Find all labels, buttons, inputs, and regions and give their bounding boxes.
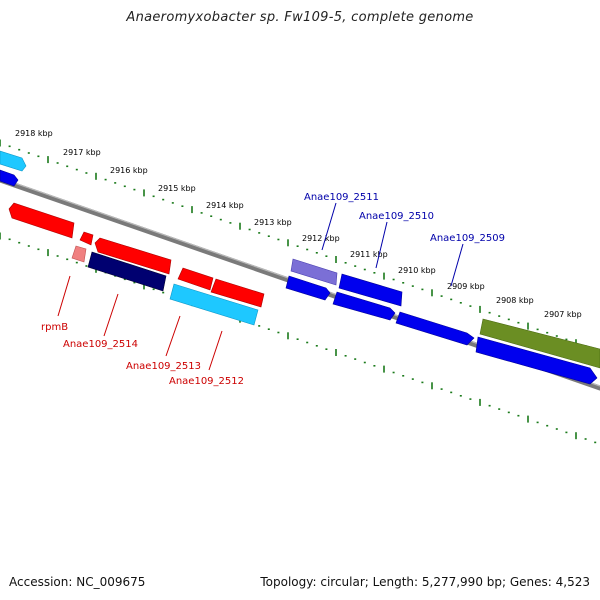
top-tick-row <box>0 139 597 351</box>
gene-red-2[interactable] <box>94 237 172 275</box>
accession-label: Accession: NC_009675 <box>9 575 146 589</box>
gene-features <box>0 150 600 385</box>
gene-label-2511: Anae109_2511 <box>304 192 379 203</box>
gene-blue-mid-1[interactable] <box>285 275 331 301</box>
tick-label-2918: 2918 kbp <box>15 129 53 138</box>
tick-label-2917: 2917 kbp <box>63 148 101 157</box>
leader-2514 <box>103 293 119 337</box>
tick-label-2915: 2915 kbp <box>158 184 196 193</box>
gene-red-4[interactable] <box>210 278 265 308</box>
gene-olive[interactable] <box>479 318 600 369</box>
tick-label-2913: 2913 kbp <box>254 218 292 227</box>
gene-pink-rpmB[interactable] <box>71 245 87 263</box>
leader-2510 <box>375 221 388 269</box>
tick-label-2912: 2912 kbp <box>302 234 340 243</box>
gene-label-rpmB: rpmB <box>41 322 68 333</box>
tick-label-2909: 2909 kbp <box>447 282 485 291</box>
gene-label-2510: Anae109_2510 <box>359 211 434 222</box>
gene-blue-top-left[interactable] <box>0 169 19 187</box>
gene-label-2509: Anae109_2509 <box>430 233 505 244</box>
gene-label-2513: Anae109_2513 <box>126 361 201 372</box>
tick-label-2914: 2914 kbp <box>206 201 244 210</box>
leader-2511 <box>321 202 337 251</box>
tick-label-2911: 2911 kbp <box>350 250 388 259</box>
tick-label-2908: 2908 kbp <box>496 296 534 305</box>
leader-2509 <box>450 243 464 287</box>
gene-blue-mid-3[interactable] <box>395 311 475 346</box>
gene-red-3[interactable] <box>177 267 214 291</box>
map-title: Anaeromyxobacter sp. Fw109-5, complete g… <box>126 10 474 25</box>
genome-summary: Topology: circular; Length: 5,277,990 bp… <box>260 575 590 589</box>
tick-label-2916: 2916 kbp <box>110 166 148 175</box>
gene-label-2512: Anae109_2512 <box>169 376 244 387</box>
gene-lavender-2511[interactable] <box>290 258 338 286</box>
gene-blue-2510[interactable] <box>338 273 403 307</box>
gene-blue-lower-right[interactable] <box>475 336 598 385</box>
gene-navy-2514[interactable] <box>87 251 167 292</box>
gene-cyan-2513[interactable] <box>169 283 259 326</box>
leader-rpmB <box>57 275 71 317</box>
tick-label-2910: 2910 kbp <box>398 266 436 275</box>
gene-blue-mid-2[interactable] <box>332 291 396 321</box>
gene-cyan-top[interactable] <box>0 150 27 172</box>
leader-2513 <box>165 315 181 357</box>
gene-label-2514: Anae109_2514 <box>63 339 138 350</box>
tick-label-2907: 2907 kbp <box>544 310 582 319</box>
gene-red-1[interactable] <box>8 202 75 239</box>
leader-2512 <box>208 330 223 371</box>
gene-red-small[interactable] <box>79 231 94 246</box>
